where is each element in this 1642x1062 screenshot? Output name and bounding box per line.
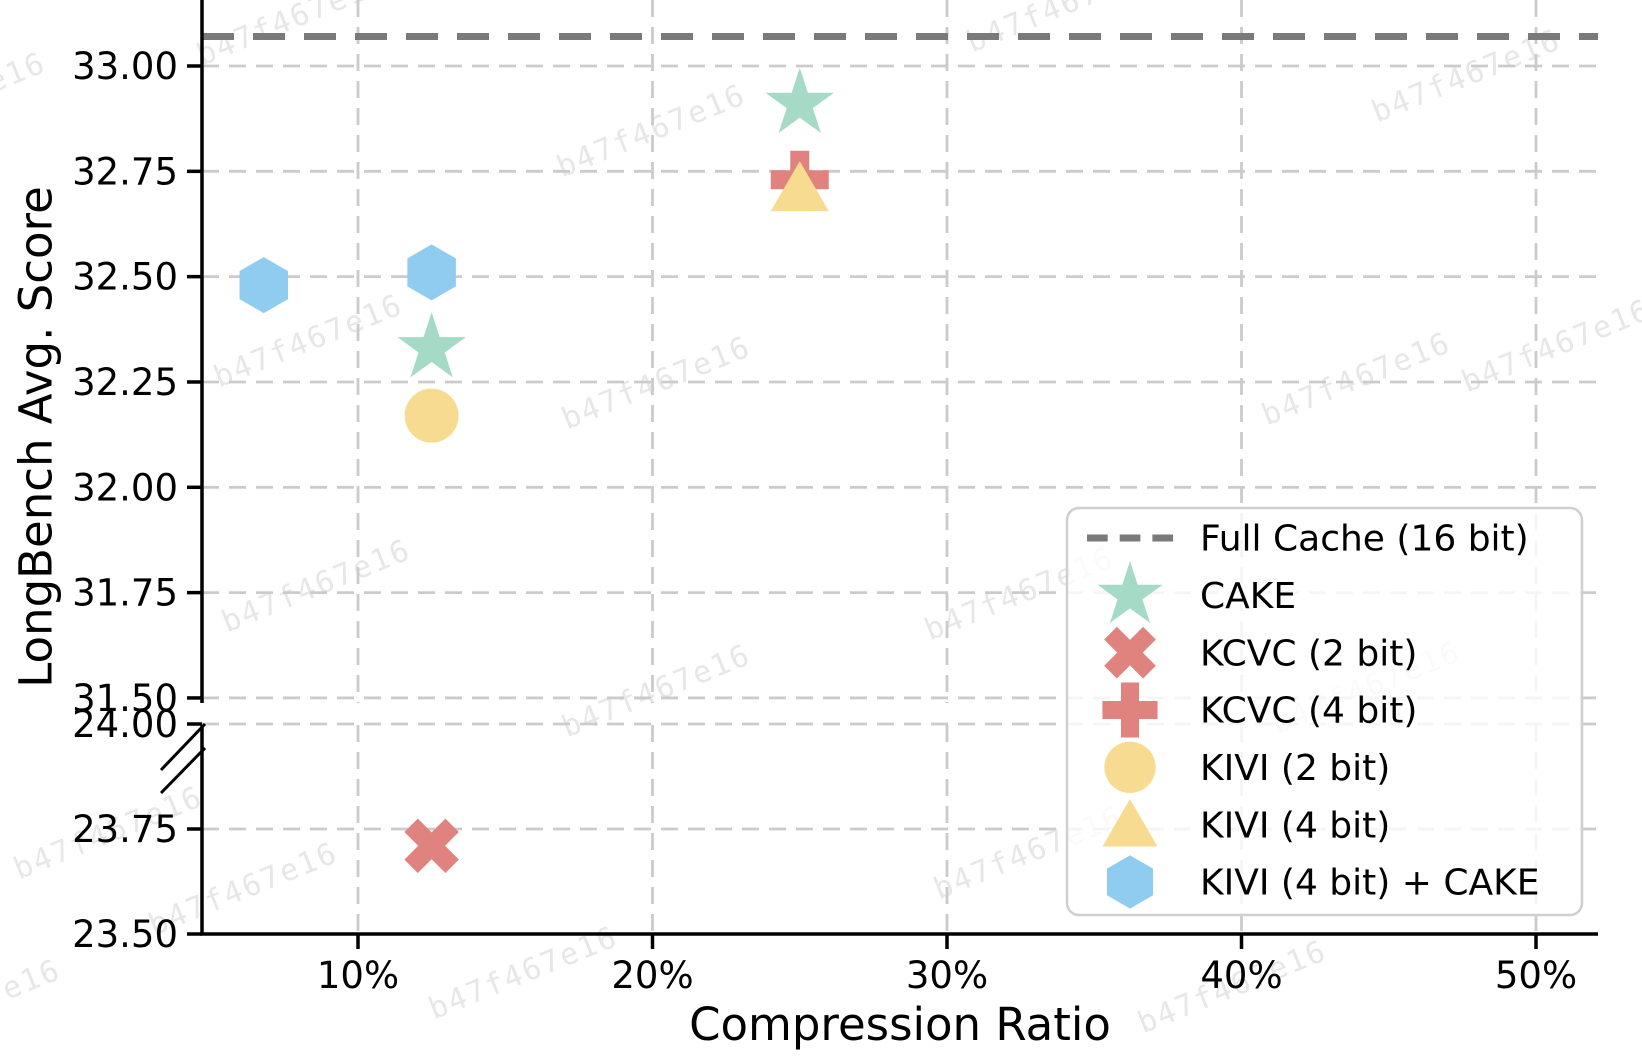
y-tick-label: 32.50 (72, 256, 178, 299)
legend-entry: KIVI (2 bit) (1104, 741, 1390, 793)
axis-break-mark (159, 746, 207, 795)
legend-entry: KCVC (4 bit) (1102, 682, 1417, 738)
legend-x-swatch (1104, 626, 1156, 679)
data-point-kivi-4-bit-cake (239, 257, 289, 314)
y-tick-label: 32.75 (72, 150, 178, 193)
watermark-text: b47f467e16 (1457, 292, 1642, 400)
legend-label: KIVI (4 bit) (1200, 805, 1390, 846)
data-point-cake (765, 67, 834, 134)
data-point-kivi-4-bit-cake (407, 244, 456, 301)
data-point-kivi-4-bit (770, 161, 829, 212)
x-axis-title: Compression Ratio (689, 998, 1111, 1051)
y-tick-label: 31.75 (72, 572, 178, 615)
legend-label: KCVC (2 bit) (1200, 633, 1417, 674)
y-tick-label: 24.00 (72, 703, 178, 746)
x-tick-label: 30% (906, 954, 988, 997)
legend-entry: KIVI (4 bit) + CAKE (1106, 855, 1540, 909)
x-tick-label: 40% (1200, 954, 1282, 997)
data-point-kcvc-2-bit (404, 818, 459, 874)
y-tick-label: 33.00 (72, 45, 178, 88)
watermark-text: b47f467e16 (962, 0, 1161, 60)
data-point-kivi-2-bit (404, 388, 459, 443)
legend-star-swatch (1097, 561, 1163, 623)
legend-label: CAKE (1200, 576, 1296, 617)
data-point-cake (397, 312, 466, 378)
y-tick-label: 32.25 (72, 361, 178, 404)
legend-hexagon-swatch (1106, 855, 1154, 909)
watermark-text: b47f467e16 (557, 637, 756, 745)
legend-entry: Full Cache (16 bit) (1087, 519, 1529, 560)
axis-break-mark (159, 722, 207, 772)
watermark-text: b47f467e16 (0, 952, 66, 1060)
x-tick-label: 10% (317, 954, 399, 997)
legend-triangle-swatch (1102, 799, 1158, 847)
y-tick-label: 32.00 (72, 466, 178, 509)
watermark-text: b47f467e16 (209, 287, 408, 395)
watermark-text: b47f467e16 (0, 45, 51, 153)
x-tick-label: 20% (611, 954, 693, 997)
watermark-text: b47f467e16 (1257, 325, 1456, 433)
legend-label: Full Cache (16 bit) (1200, 519, 1529, 560)
legend-label: KIVI (4 bit) + CAKE (1200, 863, 1540, 904)
x-tick-label: 50% (1495, 954, 1577, 997)
y-tick-label: 31.50 (72, 677, 178, 720)
y-tick-label: 23.50 (72, 913, 178, 956)
legend-entry: CAKE (1097, 561, 1296, 623)
y-axis-title: LongBench Avg. Score (9, 186, 63, 688)
watermark-text: b47f467e16 (217, 532, 416, 640)
legend-circle-swatch (1104, 741, 1156, 793)
legend-label: KIVI (2 bit) (1200, 748, 1390, 789)
legend-label: KCVC (4 bit) (1200, 691, 1417, 732)
legend-entry: KCVC (2 bit) (1104, 626, 1417, 679)
legend-entry: KIVI (4 bit) (1102, 799, 1390, 847)
y-tick-label: 23.75 (72, 808, 178, 851)
legend: Full Cache (16 bit) CAKE KCVC (2 bit) KCVC … (1065, 506, 1584, 917)
legend-box (1065, 506, 1584, 917)
legend-plus-swatch (1102, 682, 1158, 738)
